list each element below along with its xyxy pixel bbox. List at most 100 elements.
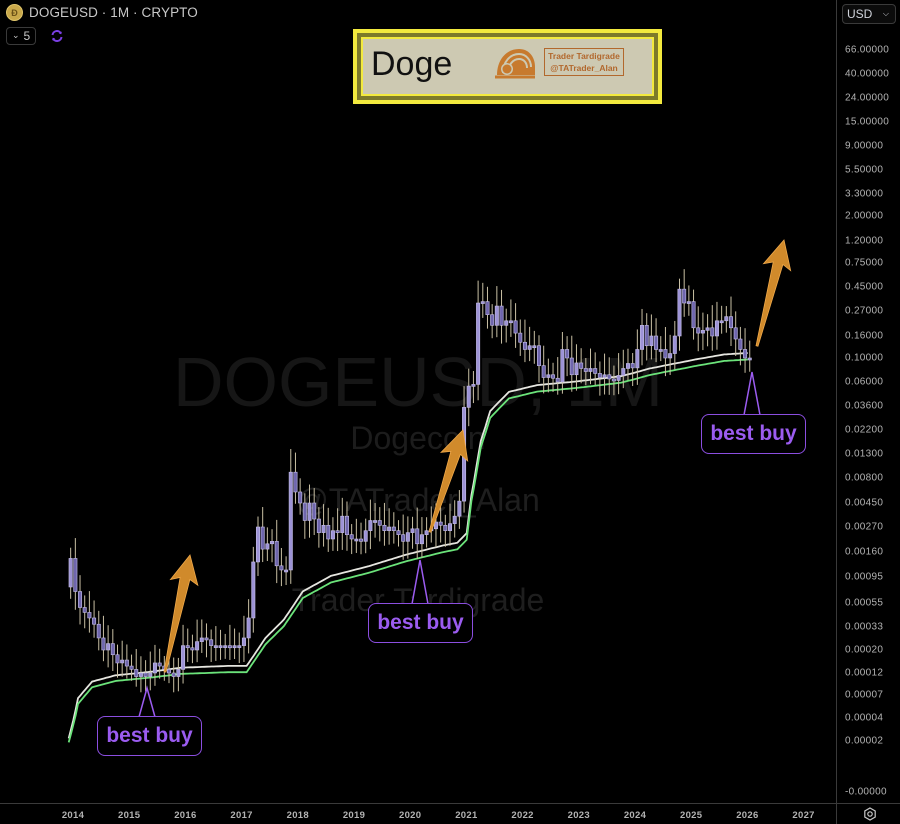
candle-down	[326, 524, 331, 540]
banner-title: Doge	[371, 45, 453, 83]
price-tick-label: 9.00000	[845, 140, 884, 152]
callout-pointer	[743, 371, 761, 416]
settings-gear-icon[interactable]	[863, 807, 877, 821]
candle-down	[209, 639, 214, 646]
callout-pointer	[138, 685, 156, 718]
price-tick-label: 0.45000	[845, 281, 884, 293]
candle-up	[368, 520, 373, 531]
candle-up	[270, 541, 275, 545]
candle-down	[82, 607, 87, 613]
candle-down	[738, 338, 743, 350]
candle-up	[448, 523, 453, 531]
candle-down	[654, 335, 659, 350]
candle-up	[616, 375, 621, 381]
candle-up	[560, 349, 565, 383]
candle-up	[724, 316, 729, 322]
candle-up	[199, 637, 204, 642]
price-chart[interactable]	[0, 0, 836, 803]
candle-up	[546, 374, 551, 378]
price-tick-label: 0.00800	[845, 472, 884, 484]
candle-down	[555, 377, 560, 383]
lower-band-line	[67, 358, 748, 743]
candle-up	[504, 320, 509, 326]
candle-down	[518, 332, 523, 343]
candle-up	[405, 532, 410, 542]
candle-up	[602, 374, 607, 378]
candle-down	[92, 617, 97, 625]
price-tick-label: 0.10000	[845, 352, 884, 364]
best-buy-callout: best buy	[97, 716, 202, 756]
candle-down	[279, 565, 284, 571]
callout-pointer	[411, 559, 429, 605]
indicators-collapse-button[interactable]: ⌄ 5	[6, 27, 37, 45]
candle-down	[335, 530, 340, 533]
price-tick-label: 0.00007	[845, 689, 884, 701]
candle-up	[373, 520, 378, 523]
candle-up	[195, 641, 200, 651]
candle-down	[129, 665, 134, 670]
candle-up	[148, 672, 153, 677]
candle-down	[565, 349, 570, 359]
year-tick-label: 2026	[736, 810, 759, 821]
candle-up	[120, 659, 125, 664]
candle-up	[668, 353, 673, 359]
symbol-header: Ð DOGEUSD · 1M · CRYPTO	[6, 4, 198, 21]
candle-down	[167, 669, 172, 674]
candle-down	[583, 368, 588, 372]
candle-up	[508, 320, 513, 324]
price-tick-label: 0.06000	[845, 376, 884, 388]
candle-up	[410, 528, 415, 533]
candle-down	[696, 327, 701, 334]
candle-up	[213, 645, 218, 648]
candle-down	[551, 374, 556, 379]
price-tick-label: 0.00095	[845, 571, 884, 583]
best-buy-callout: best buy	[368, 603, 473, 643]
sync-icon[interactable]	[50, 29, 64, 43]
candle-down	[691, 301, 696, 329]
credit-box: Trader Tardigrade @TATrader_Alan	[544, 48, 624, 76]
candles	[68, 269, 752, 693]
price-tick-label: 0.00002	[845, 735, 884, 747]
candle-down	[204, 637, 209, 641]
candle-down	[227, 645, 232, 649]
callout-label: best buy	[106, 724, 193, 747]
price-tick-label: 0.16000	[845, 330, 884, 342]
year-tick-label: 2022	[511, 810, 534, 821]
candle-up	[532, 345, 537, 349]
price-tick-label: 0.02200	[845, 424, 884, 436]
candle-down	[569, 357, 574, 376]
candle-up	[494, 305, 499, 326]
candle-down	[260, 526, 265, 550]
candle-up	[321, 524, 326, 533]
candle-down	[110, 643, 115, 656]
candle-down	[101, 637, 106, 651]
candle-down	[485, 301, 490, 315]
candle-down	[349, 534, 354, 540]
candle-down	[124, 659, 129, 667]
candle-down	[729, 316, 734, 329]
price-axis-divider	[836, 0, 837, 824]
up-arrow-icon	[428, 429, 469, 533]
price-tick-label: 0.27000	[845, 305, 884, 317]
candle-up	[255, 526, 260, 563]
candle-up	[246, 617, 251, 639]
candle-down	[382, 524, 387, 531]
tardigrade-logo-icon	[495, 49, 535, 79]
currency-selector[interactable]: USD ⌵	[842, 4, 896, 24]
candle-up	[106, 643, 111, 651]
candle-up	[700, 330, 705, 334]
candle-up	[176, 669, 181, 677]
price-tick-label: 0.01300	[845, 448, 884, 460]
time-axis-divider	[0, 803, 900, 804]
candle-up	[677, 288, 682, 337]
price-tick-label: 5.50000	[845, 164, 884, 176]
candle-up	[714, 320, 719, 337]
candle-up	[476, 302, 481, 385]
candle-up	[223, 645, 228, 648]
candle-up	[424, 530, 429, 535]
candle-down	[359, 538, 364, 542]
candle-up	[68, 558, 73, 588]
candle-up	[574, 362, 579, 376]
price-tick-label: 66.00000	[845, 44, 890, 56]
candle-up	[354, 538, 359, 542]
